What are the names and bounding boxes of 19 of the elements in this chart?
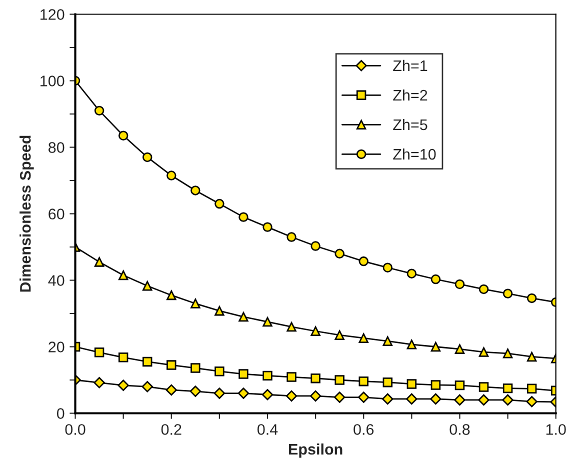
x-tick-label: 1.0 <box>546 424 566 435</box>
y-axis-title: Dimensionless Speed <box>20 136 34 292</box>
y-tick-label: 120 <box>40 9 64 20</box>
y-tick-label: 60 <box>48 208 64 220</box>
y-tick-label: 40 <box>48 275 64 286</box>
x-tick-label: 0.6 <box>354 424 374 435</box>
x-axis-title: Epsilon <box>288 443 342 458</box>
x-tick-label: 0.8 <box>450 424 470 435</box>
y-tick-label: 0 <box>56 408 64 419</box>
legend-label: Zh=2 <box>393 89 428 101</box>
y-tick-label: 100 <box>40 76 64 86</box>
legend-label: Zh=1 <box>393 60 428 71</box>
legend-label: Zh=10 <box>393 148 436 160</box>
legend-label: Zh=5 <box>393 118 428 130</box>
x-tick-label: 0.0 <box>65 424 86 435</box>
y-tick-label: 20 <box>48 342 64 352</box>
y-tick-label: 80 <box>48 142 64 153</box>
x-tick-label: 0.2 <box>161 424 182 435</box>
x-tick-label: 0.4 <box>257 424 278 435</box>
